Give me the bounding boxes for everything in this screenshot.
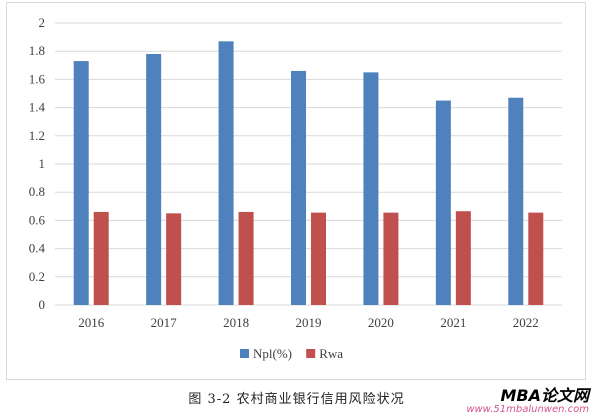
- bar-npl-2018: [218, 41, 234, 306]
- y-tick-label: 1.8: [29, 43, 45, 58]
- legend-label-rwa: Rwa: [319, 346, 343, 361]
- y-tick-label: 1: [39, 156, 46, 171]
- y-tick-label: 1.2: [29, 128, 45, 143]
- x-tick-label: 2022: [513, 315, 539, 330]
- bar-rwa-2021: [455, 211, 471, 305]
- x-tick-label: 2020: [368, 315, 394, 330]
- bar-npl-2022: [508, 97, 524, 305]
- bar-npl-2019: [291, 70, 306, 305]
- y-tick-label: 0.8: [29, 184, 45, 199]
- y-tick-label: 0.2: [29, 269, 45, 284]
- x-tick-label: 2017: [151, 315, 178, 330]
- bar-rwa-2016: [93, 211, 109, 305]
- bar-rwa-2018: [238, 211, 254, 305]
- watermark-brand: MBA论文网: [500, 386, 589, 405]
- legend-swatch-rwa: [306, 349, 316, 358]
- y-tick-label: 0.6: [29, 212, 46, 227]
- bar-chart: 0 0.2 0.4 0.6 0.8 1 1.2 1.4 1.6 1.8 2 2016 2017 2018 2…: [29, 15, 562, 361]
- bar-npl-2020: [363, 72, 379, 305]
- bar-rwa-2017: [166, 213, 182, 305]
- x-tick-label: 2018: [223, 315, 249, 330]
- legend-label-npl: Npl(%): [253, 346, 292, 361]
- x-tick-label: 2021: [440, 315, 466, 330]
- legend-swatch-npl: [240, 349, 249, 358]
- y-tick-label: 1.4: [29, 100, 46, 115]
- bar-rwa-2022: [528, 212, 544, 305]
- bar-npl-2021: [435, 100, 451, 305]
- y-tick-label: 2: [39, 15, 46, 30]
- bar-rwa-2019: [311, 212, 326, 305]
- bar-npl-2017: [146, 54, 162, 305]
- x-tick-label: 2019: [296, 315, 322, 330]
- bar-npl-2016: [73, 61, 89, 305]
- watermark-url: www.51mbalunwen.com: [466, 404, 589, 415]
- y-tick-label: 0.4: [29, 241, 46, 256]
- y-tick-label: 1.6: [29, 71, 46, 86]
- chart-frame: 0 0.2 0.4 0.6 0.8 1 1.2 1.4 1.6 1.8 2 2016 2017 2018 2…: [6, 2, 586, 380]
- y-tick-label: 0: [39, 297, 46, 312]
- bar-rwa-2020: [383, 212, 399, 305]
- figure-caption: 图 3-2 农村商业银行信用风险状况: [188, 392, 405, 407]
- watermark-logo: MBA论文网 www.51mbalunwen.com: [466, 388, 589, 415]
- x-tick-label: 2016: [78, 315, 105, 330]
